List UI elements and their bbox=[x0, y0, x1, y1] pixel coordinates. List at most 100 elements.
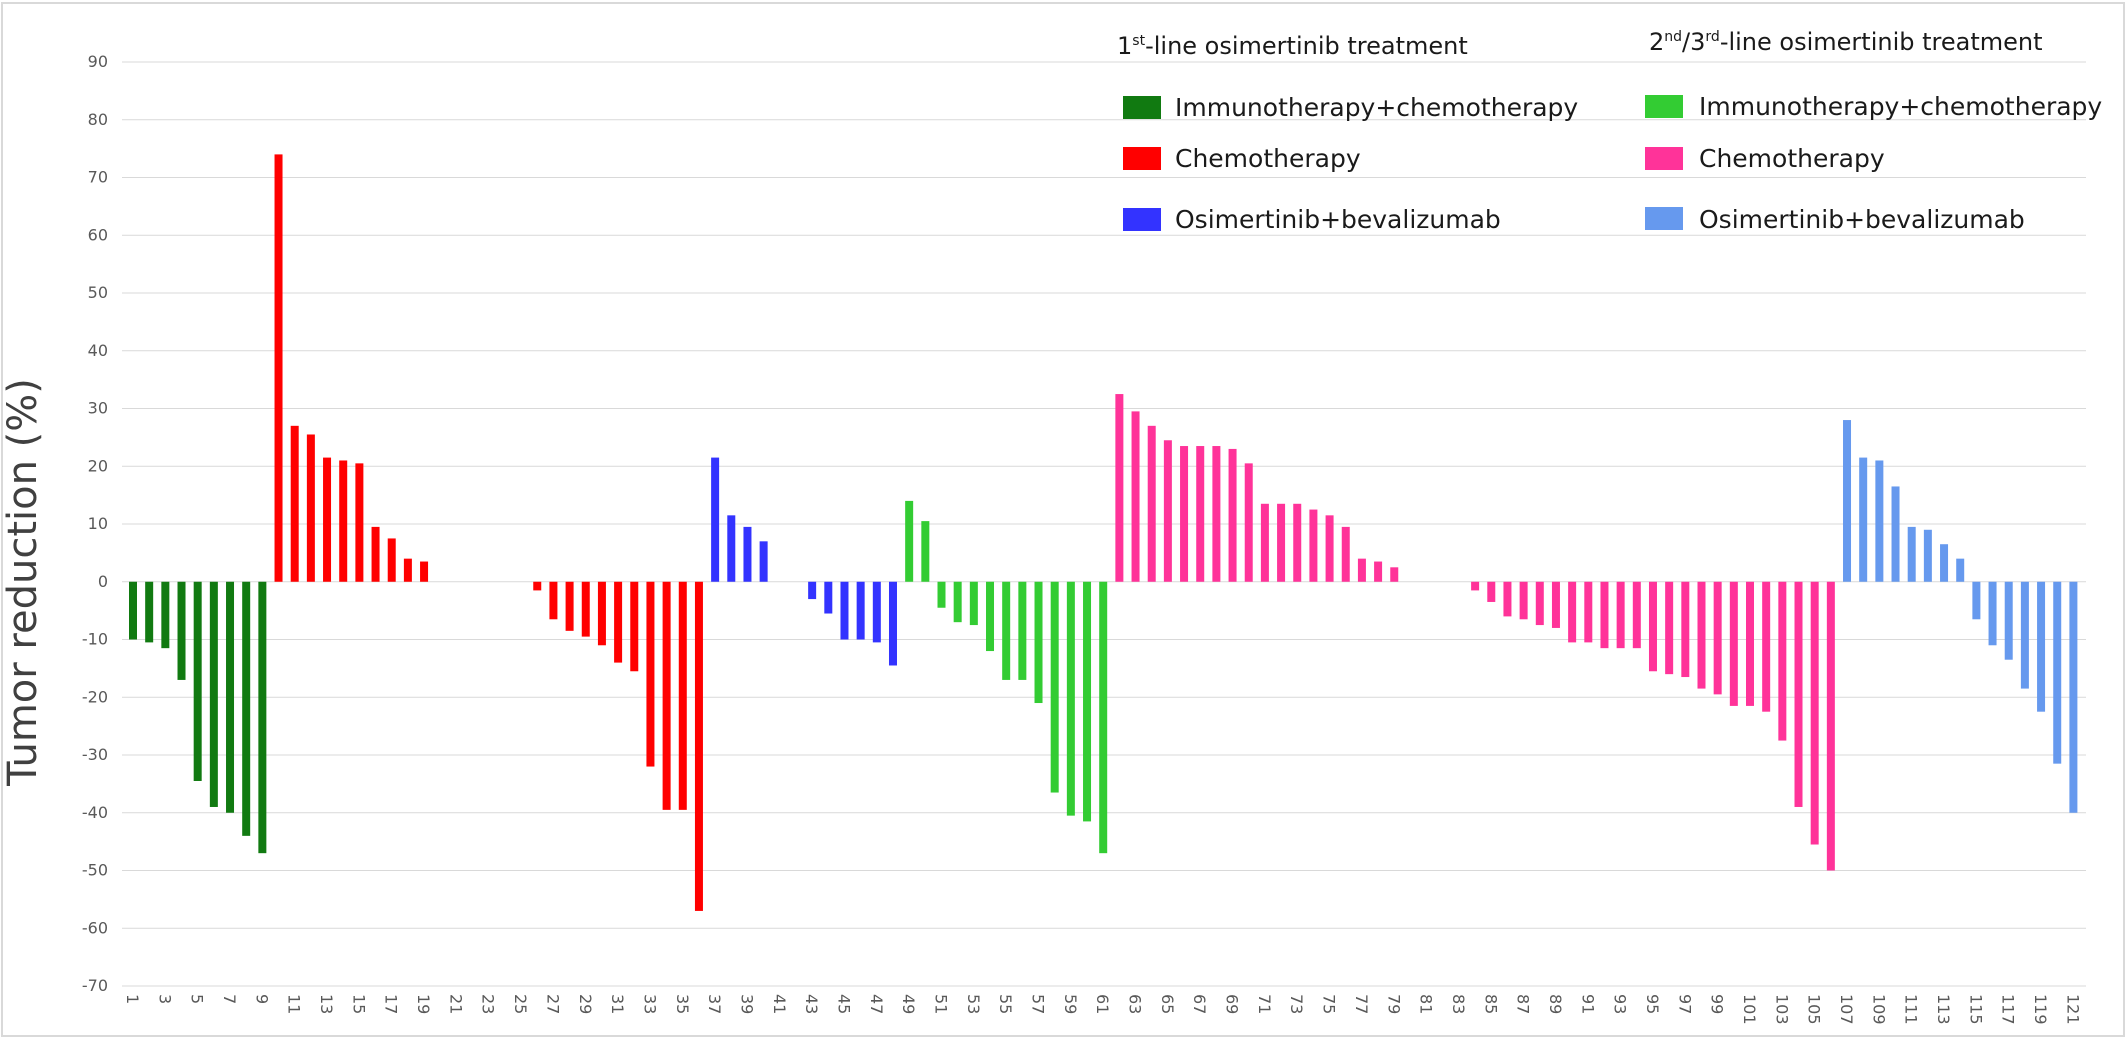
x-tick-label: 93 bbox=[1611, 994, 1630, 1014]
bar bbox=[1940, 544, 1949, 582]
y-tick-label: -10 bbox=[82, 630, 108, 649]
bar bbox=[355, 463, 364, 582]
bar bbox=[1374, 561, 1383, 582]
bar bbox=[1212, 446, 1221, 582]
bar bbox=[1131, 411, 1140, 582]
x-tick-label: 121 bbox=[2063, 994, 2082, 1025]
y-tick-label: -30 bbox=[82, 745, 108, 764]
x-tick-label: 13 bbox=[317, 994, 336, 1014]
bar bbox=[1196, 446, 1205, 582]
bar bbox=[1293, 503, 1302, 582]
bar bbox=[1794, 581, 1803, 807]
bar bbox=[1163, 440, 1172, 582]
bar bbox=[129, 581, 137, 640]
x-tick-label: 95 bbox=[1643, 994, 1662, 1014]
x-tick-label: 111 bbox=[1902, 994, 1921, 1025]
x-tick-label: 117 bbox=[1999, 994, 2018, 1025]
bar bbox=[2069, 581, 2078, 813]
bar bbox=[209, 581, 218, 807]
bar bbox=[274, 154, 283, 582]
x-tick-label: 15 bbox=[349, 994, 368, 1014]
bar bbox=[1648, 581, 1657, 672]
bar bbox=[1066, 581, 1075, 816]
x-tick-label: 81 bbox=[1417, 994, 1436, 1014]
x-tick-label: 105 bbox=[1805, 994, 1824, 1025]
x-tick-label: 33 bbox=[640, 994, 659, 1014]
bar bbox=[1907, 526, 1916, 582]
x-tick-label: 5 bbox=[188, 994, 207, 1004]
y-tick-label: 10 bbox=[88, 514, 108, 533]
bar bbox=[1729, 581, 1738, 706]
bar bbox=[339, 460, 348, 582]
bar bbox=[1519, 581, 1528, 620]
bar bbox=[1503, 581, 1512, 617]
x-tick-label: 83 bbox=[1449, 994, 1468, 1014]
y-tick-label: 50 bbox=[88, 283, 108, 302]
x-tick-label: 59 bbox=[1061, 994, 1080, 1014]
legend-swatch-osi-bev-first bbox=[1123, 208, 1161, 231]
x-tick-label: 85 bbox=[1481, 994, 1500, 1014]
bar bbox=[759, 541, 768, 582]
y-tick-label: 30 bbox=[88, 399, 108, 418]
legend-header-first-pre: 1 bbox=[1117, 32, 1132, 60]
bar bbox=[306, 434, 315, 582]
bar bbox=[1551, 581, 1560, 628]
bar bbox=[258, 581, 267, 854]
legend-label-immuno-chemo-second: Immunotherapy+chemotherapy bbox=[1699, 92, 2102, 121]
x-tick-label: 87 bbox=[1514, 994, 1533, 1014]
y-axis-ticks: 90 80 70 60 50 40 30 20 10 0 -10 -20 -30 -40 -50 -60 -70 bbox=[82, 52, 108, 995]
x-tick-label: 31 bbox=[608, 994, 627, 1014]
x-axis-ticks: 1 3 5 7 9 11 13 15 17 19 21 23 25 27 29 31 33 35 37 39 41 43 4… bbox=[123, 994, 2082, 1025]
y-tick-label: 70 bbox=[88, 168, 108, 187]
x-tick-label: 65 bbox=[1158, 994, 1177, 1014]
bar bbox=[1746, 581, 1754, 706]
bar bbox=[1826, 581, 1835, 871]
y-tick-label: 20 bbox=[88, 456, 108, 475]
y-tick-label: -40 bbox=[82, 803, 108, 822]
legend-header-first-line: 1st-line osimertinib treatment bbox=[1117, 32, 1468, 60]
bar bbox=[1180, 446, 1189, 582]
x-tick-label: 11 bbox=[285, 994, 304, 1014]
y-tick-label: -20 bbox=[82, 687, 108, 706]
x-tick-label: 3 bbox=[155, 994, 174, 1004]
bar bbox=[986, 581, 995, 652]
bar bbox=[242, 581, 251, 836]
bar bbox=[1147, 425, 1156, 582]
x-tick-label: 77 bbox=[1352, 994, 1371, 1014]
bar bbox=[1665, 581, 1674, 675]
x-tick-label: 25 bbox=[511, 994, 530, 1014]
bar bbox=[1616, 581, 1625, 649]
x-tick-label: 1 bbox=[123, 994, 142, 1004]
y-tick-label: 40 bbox=[88, 341, 108, 360]
x-tick-label: 29 bbox=[576, 994, 595, 1014]
x-tick-label: 51 bbox=[932, 994, 951, 1014]
x-tick-label: 43 bbox=[802, 994, 821, 1014]
bar bbox=[1923, 529, 1932, 582]
bar bbox=[1050, 581, 1059, 793]
x-tick-label: 39 bbox=[737, 994, 756, 1014]
x-tick-label: 91 bbox=[1578, 994, 1597, 1014]
bar bbox=[678, 581, 687, 810]
bar bbox=[1859, 457, 1868, 582]
bar bbox=[290, 425, 299, 582]
x-tick-label: 47 bbox=[867, 994, 886, 1014]
x-tick-label: 45 bbox=[834, 994, 853, 1014]
x-tick-label: 57 bbox=[1029, 994, 1048, 1014]
bar bbox=[1099, 581, 1108, 854]
bar bbox=[581, 581, 590, 637]
bar bbox=[565, 581, 574, 631]
bar bbox=[1843, 420, 1852, 582]
bar bbox=[1390, 567, 1399, 582]
legend-header-second-sup2: rd bbox=[1705, 29, 1719, 45]
x-tick-label: 49 bbox=[899, 994, 918, 1014]
x-tick-label: 99 bbox=[1708, 994, 1727, 1014]
x-tick-label: 107 bbox=[1837, 994, 1856, 1025]
x-tick-label: 23 bbox=[479, 994, 498, 1014]
x-tick-label: 101 bbox=[1740, 994, 1759, 1025]
bar bbox=[1584, 581, 1593, 643]
bar bbox=[226, 581, 235, 813]
x-tick-label: 67 bbox=[1190, 994, 1209, 1014]
bar bbox=[1115, 394, 1124, 582]
